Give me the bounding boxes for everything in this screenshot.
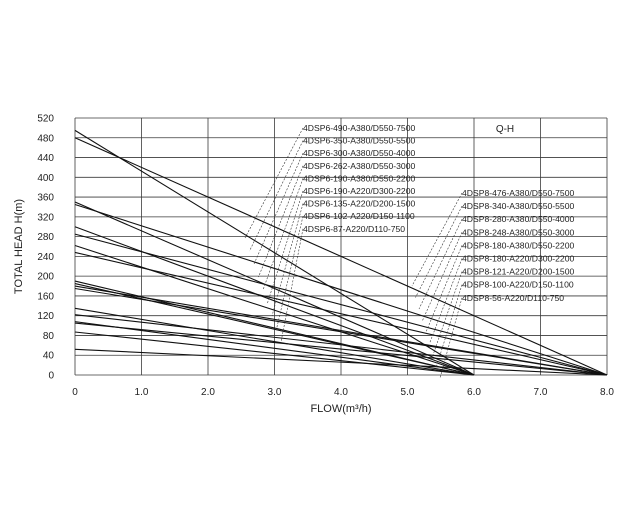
legend-label: 4DSP6-490-A380/D550-7500	[303, 123, 415, 133]
legend-label: 4DSP8-56-A220/D110-750	[462, 293, 564, 303]
legend-leader	[253, 153, 304, 265]
legend-label: 4DSP6-87-A220/D110-750	[303, 224, 405, 234]
legend-leader	[271, 203, 304, 317]
series-line	[74, 201, 475, 376]
x-axis-label: FLOW(m³/h)	[310, 403, 371, 415]
series-line	[74, 321, 475, 376]
legend-leader	[436, 284, 463, 367]
y-tick-label: 120	[37, 311, 54, 322]
legend-leader	[244, 127, 304, 239]
series-line	[74, 251, 608, 376]
legend-label: 4DSP8-180-A220/D300-2200	[462, 254, 574, 264]
y-axis-label: TOTAL HEAD H(m)	[13, 199, 25, 294]
legend-label: 4DSP8-100-A220/D150-1100	[462, 280, 574, 290]
legend-leader	[432, 271, 463, 356]
legend: 4DSP6-490-A380/D550-7500 4DSP6-350-A380/D…	[303, 123, 574, 303]
y-tick-label: 200	[37, 272, 54, 283]
legend-label: 4DSP8-180-A380/D550-2200	[462, 240, 574, 250]
series-line	[74, 287, 608, 376]
y-tick-label: 360	[37, 193, 54, 204]
series-line	[74, 322, 608, 376]
legend-leader	[258, 165, 304, 278]
legend-leader	[425, 245, 463, 333]
series-line	[74, 348, 608, 376]
legend-label: 4DSP6-300-A380/D550-4000	[303, 148, 415, 158]
series-line	[74, 129, 475, 376]
x-tick-label: 1.0	[135, 387, 149, 398]
x-tick-label: 0	[72, 387, 78, 398]
y-tick-label: 240	[37, 252, 54, 263]
y-tick-label: 0	[48, 371, 54, 382]
legend-label: 4DSP8-248-A380/D550-3000	[462, 227, 574, 237]
legend-label: 4DSP8-280-A380/D550-4000	[462, 214, 574, 224]
x-tick-label: 2.0	[201, 387, 215, 398]
series-line	[74, 233, 608, 376]
legend-label: 4DSP8-340-A380/D550-5500	[462, 201, 574, 211]
x-tick-label: 6.0	[467, 387, 481, 398]
legend-leader	[262, 178, 304, 291]
legend-leader	[429, 258, 463, 344]
series-line	[74, 244, 475, 376]
x-tick-label: 4.0	[334, 387, 348, 398]
chart-title: Q-H	[496, 124, 514, 135]
legend-label: 4DSP6-350-A380/D550-5500	[303, 136, 415, 146]
legend-label: 4DSP6-102-A220/D150-1100	[303, 211, 415, 221]
y-tick-label: 320	[37, 212, 54, 223]
legend-leader	[249, 140, 304, 252]
x-tick-label: 3.0	[268, 387, 282, 398]
y-tick-label: 440	[37, 153, 54, 164]
series-line	[74, 137, 608, 376]
x-tick-label: 5.0	[401, 387, 415, 398]
y-tick-label: 480	[37, 133, 54, 144]
y-tick-label: 40	[43, 351, 55, 362]
legend-leader	[418, 219, 463, 310]
y-tick-label: 160	[37, 291, 54, 302]
y-tick-label: 520	[37, 114, 54, 125]
legend-leader	[422, 232, 463, 321]
legend-label: 4DSP8-476-A380/D550-7500	[462, 188, 574, 198]
series-line	[74, 314, 608, 376]
legend-leader	[415, 205, 463, 298]
series-line	[74, 203, 608, 376]
legend-label: 4DSP6-190-A220/D300-2200	[303, 186, 415, 196]
series-lines	[74, 129, 608, 376]
y-tick-label: 280	[37, 232, 54, 243]
x-tick-label: 8.0	[600, 387, 614, 398]
legend-label: 4DSP6-262-A380/D550-3000	[303, 161, 415, 171]
legend-leader-lines	[244, 127, 463, 379]
series-line	[74, 331, 475, 376]
series-line	[74, 307, 475, 376]
legend-leader	[267, 190, 304, 304]
legend-label: 4DSP6-135-A220/D200-1500	[303, 199, 415, 209]
legend-label: 4DSP6-190-A380/D550-2200	[303, 173, 415, 183]
legend-label: 4DSP8-121-A220/D200-1500	[462, 267, 574, 277]
legend-leader	[411, 192, 463, 287]
x-tick-label: 7.0	[534, 387, 548, 398]
legend-leader	[276, 216, 304, 330]
legend-leader	[280, 228, 304, 343]
y-tick-label: 400	[37, 173, 54, 184]
ticks: 0 40 80 120 160 200 240 280 320 360 400 440 480 520 0 1…	[37, 114, 614, 399]
y-tick-label: 80	[43, 331, 55, 342]
